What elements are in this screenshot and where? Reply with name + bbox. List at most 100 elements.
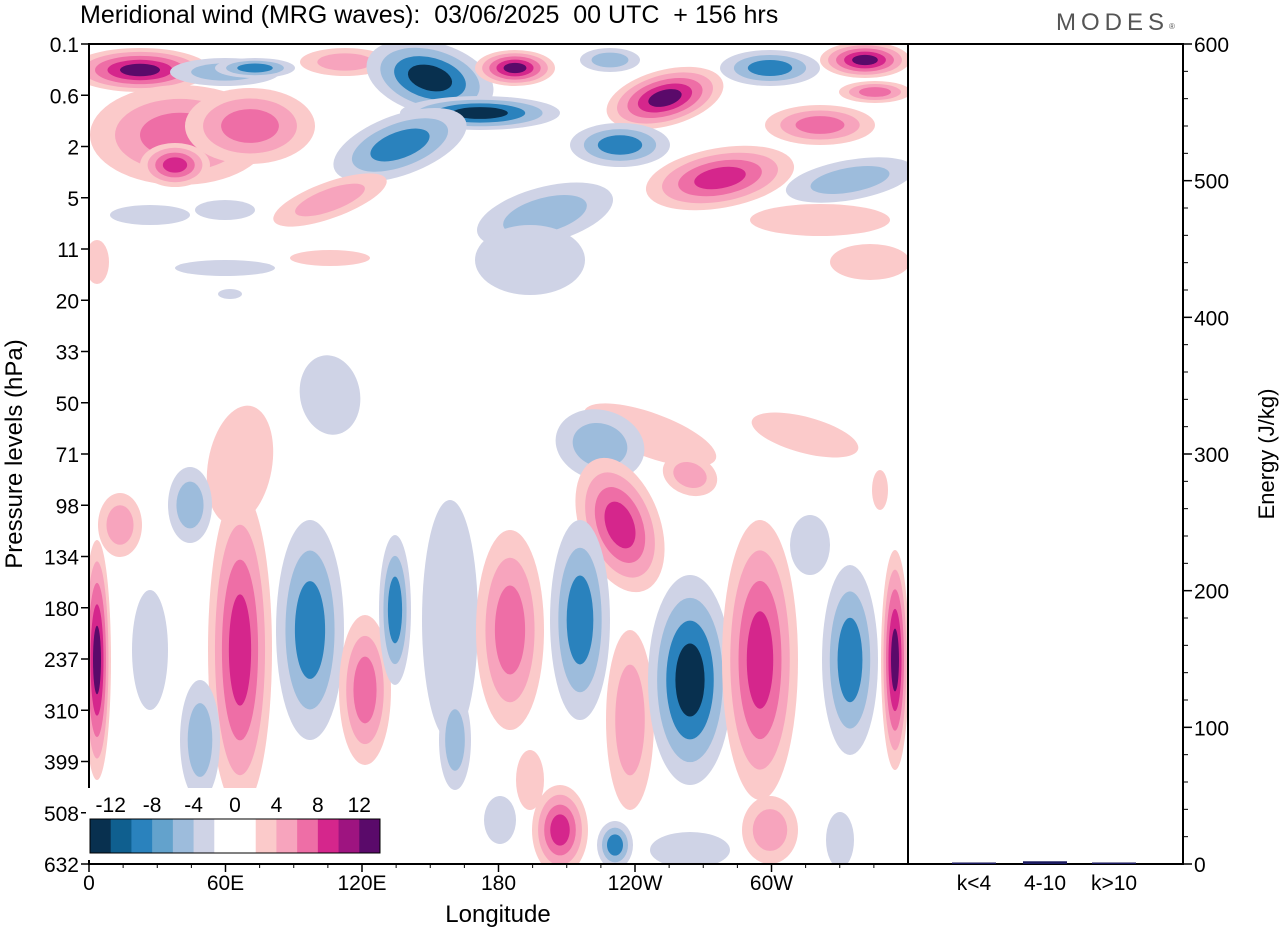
wind-anomaly-cell [742, 796, 798, 864]
contour-level [826, 812, 854, 864]
contour-level [295, 183, 365, 217]
x-tick-label: 60E [207, 872, 244, 895]
colorbar-swatch [235, 819, 257, 853]
wind-anomaly-cell [476, 530, 544, 730]
contour-level [746, 611, 774, 709]
contour-level [747, 60, 793, 76]
wind-anomaly-cell [140, 143, 210, 187]
energy-panel-frame [907, 43, 1184, 865]
contour-level [795, 116, 845, 134]
energy-bar [1023, 861, 1067, 864]
wind-anomaly-cell [475, 50, 555, 86]
wind-anomaly-cell [606, 66, 724, 130]
contour-level [837, 617, 863, 703]
wind-anomaly-cell [820, 44, 908, 78]
contour-level [221, 109, 279, 143]
contour-level [237, 63, 273, 73]
energy-axis-label: Energy (J/kg) [1254, 389, 1279, 520]
contour-level [120, 63, 160, 77]
contour-level [218, 289, 242, 299]
wind-anomaly-cell [195, 200, 255, 220]
wind-anomaly-cell [215, 58, 295, 78]
contour-level [810, 166, 890, 194]
wind-anomaly-cell [826, 812, 854, 864]
y-tick-label: 310 [44, 700, 79, 723]
y-tick-label: 50 [56, 393, 79, 416]
wind-anomaly-cell [765, 105, 875, 145]
wind-anomaly-cell [168, 467, 212, 543]
energy-tick-label: 0 [1194, 854, 1206, 877]
wind-anomaly-cell [550, 520, 610, 720]
contour-level [176, 481, 204, 529]
wind-anomaly-cell [333, 108, 467, 182]
contour-level [503, 62, 527, 74]
energy-tick-label: 500 [1194, 171, 1229, 194]
logo-text: MODES [1056, 9, 1170, 36]
wind-anomaly-cell [379, 535, 411, 685]
energy-bar-chart: 0 100 200 300 400 500 600 k<4 4-10 k>10 [952, 34, 1229, 895]
wind-anomaly-cell [110, 205, 190, 225]
wind-anomaly-cell [273, 173, 387, 227]
contour-level [132, 590, 168, 710]
energy-tick-label: 100 [1194, 717, 1229, 740]
pressure-axis: 0.1 0.6 2 5 11 20 33 50 71 98 134 180 237 310 399 508 63… [44, 34, 89, 877]
contour-level [187, 703, 213, 777]
contour-level [675, 643, 705, 717]
energy-tick-label: 400 [1194, 307, 1229, 330]
contour-level [407, 64, 453, 92]
wind-anomaly-cell [570, 123, 670, 167]
contour-level [597, 135, 643, 155]
contour-level [650, 832, 730, 864]
y-tick-label: 71 [56, 444, 79, 467]
contour-level [106, 505, 134, 545]
contour-level [615, 664, 645, 776]
wind-anomaly-cell [785, 157, 908, 203]
colorbar-label: -4 [184, 794, 203, 817]
contour-level [387, 576, 403, 644]
contour-level [591, 52, 629, 68]
contour-level [852, 54, 878, 66]
contour-level [572, 422, 628, 468]
contour-level [750, 204, 890, 236]
colorbar-swatch [193, 819, 215, 853]
wind-anomaly-cell [580, 48, 640, 72]
contour-level [516, 750, 544, 810]
contour-level [604, 501, 636, 549]
wind-anomaly-cell [208, 490, 272, 810]
contour-level [294, 581, 326, 679]
colorbar-swatch [172, 819, 195, 853]
wind-anomaly-cell [89, 48, 210, 92]
longitude-axis: 0 60E 120E 180 120W 60W [83, 864, 875, 895]
colorbar-border [89, 818, 381, 854]
colorbar-swatch [214, 819, 236, 853]
contour-level [607, 834, 623, 856]
wind-anomaly-cell [839, 81, 908, 103]
contour-level [550, 814, 570, 846]
colorbar-swatch [110, 819, 132, 853]
contour-level [445, 709, 465, 771]
contour-level [566, 575, 594, 665]
colorbar-label: -12 [96, 794, 126, 817]
contour-level [503, 194, 587, 236]
contour-level [694, 166, 746, 190]
contour-level [228, 594, 252, 706]
colorbar-swatch [276, 819, 298, 853]
chart-title: Meridional wind (MRG waves): 03/06/2025 … [80, 1, 779, 29]
wind-anomaly-cell [218, 289, 242, 299]
contour-level [673, 462, 707, 488]
wind-anomaly-cell [872, 470, 888, 510]
wind-anomaly-cell [439, 690, 471, 790]
contour-level [206, 405, 274, 525]
contour-level [475, 225, 585, 295]
y-tick-label: 20 [56, 290, 79, 313]
wind-anomaly-cell [606, 630, 654, 810]
contour-level [872, 470, 888, 510]
y-tick-label: 0.6 [50, 85, 79, 108]
wind-anomaly-cell [175, 260, 275, 276]
colorbar-label: 12 [348, 794, 371, 817]
contour-level [317, 53, 373, 71]
contour-level [452, 107, 508, 119]
wind-anomaly-cell [881, 550, 908, 770]
contour-level [162, 157, 188, 173]
